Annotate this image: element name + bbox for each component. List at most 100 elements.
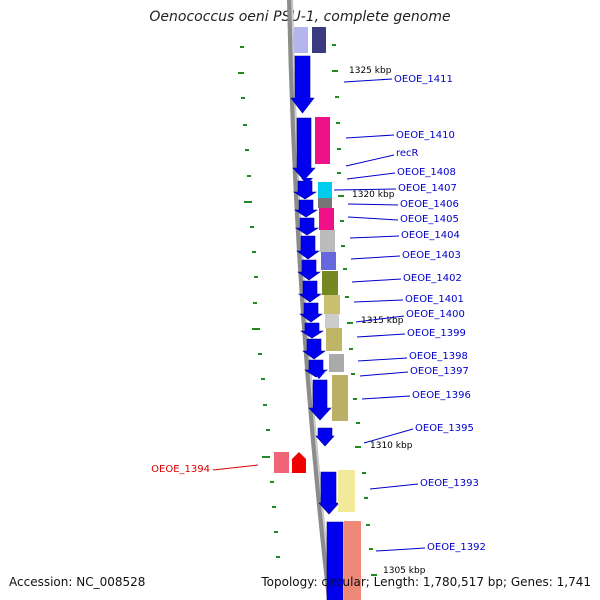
cds-arrow-1403 [297, 259, 321, 281]
scale-tick-right-12 [349, 348, 353, 350]
scale-tick-left-3 [243, 124, 247, 126]
backbone-arc [287, 0, 333, 600]
scale-tick-right-21 [371, 574, 377, 576]
cds-arrow-1399 [302, 338, 326, 360]
gene-label-oeoe_1411[interactable]: OEOE_1411 [394, 74, 453, 85]
leader-line-oeoe_1400 [355, 315, 405, 323]
cds-arrow-small-b [313, 372, 325, 379]
map-title: Oenococcus oeni PSU-1, complete genome [149, 9, 451, 25]
cds-arrow-1404 [296, 235, 320, 260]
kbp-marker-2: 1315 kbp [361, 316, 404, 326]
scale-tick-right-18 [364, 497, 368, 499]
scale-ticks [238, 44, 377, 576]
cds-arrow-1393 [318, 471, 340, 515]
scale-tick-left-12 [258, 353, 262, 355]
kbp-marker-0: 1325 kbp [349, 66, 392, 76]
scale-tick-left-8 [252, 251, 256, 253]
gene-label-oeoe_1410[interactable]: OEOE_1410 [396, 130, 455, 141]
block-cyan [318, 182, 332, 198]
kbp-marker-4: 1305 kbp [383, 566, 426, 576]
gene-label-oeoe_1393[interactable]: OEOE_1393 [420, 478, 479, 489]
cds-arrow-small-a [301, 178, 313, 184]
scale-tick-right-15 [356, 422, 360, 424]
scale-tick-right-13 [351, 373, 355, 375]
cds-arrow-1402 [298, 280, 322, 303]
gene-label-oeoe_1400[interactable]: OEOE_1400 [406, 309, 465, 320]
leader-line-oeoe_1403 [350, 255, 401, 260]
scale-tick-left-7 [250, 226, 254, 228]
scale-tick-left-17 [270, 481, 274, 483]
block-khaki-2 [326, 328, 342, 351]
scale-tick-right-1 [332, 70, 338, 72]
gene-label-oeoe_1406[interactable]: OEOE_1406 [400, 199, 459, 210]
block-lightgray-1 [320, 230, 335, 252]
leader-line-oeoe_1398 [357, 357, 408, 362]
leader-line-oeoe_1396 [361, 395, 411, 400]
gene-label-oeoe_1408[interactable]: OEOE_1408 [397, 167, 456, 178]
block-khaki-3 [332, 375, 348, 421]
block-olive-green [322, 271, 338, 295]
kbp-marker-1: 1320 kbp [352, 190, 395, 200]
cds-arrow-1395 [315, 427, 335, 447]
scale-tick-right-0 [332, 44, 336, 46]
gene-label-oeoe_1407[interactable]: OEOE_1407 [398, 183, 457, 194]
scale-tick-left-11 [252, 328, 260, 330]
block-magenta-1 [315, 117, 330, 164]
scale-tick-right-3 [336, 122, 340, 124]
leader-line-oeoe_1392 [375, 547, 426, 552]
scale-tick-left-13 [261, 378, 265, 380]
scale-tick-left-1 [238, 72, 244, 74]
scale-tick-left-9 [254, 276, 258, 278]
block-gray-2 [329, 354, 344, 372]
gene-label-oeoe_1401[interactable]: OEOE_1401 [405, 294, 464, 305]
scale-tick-right-19 [366, 524, 370, 526]
kbp-marker-3: 1310 kbp [370, 441, 413, 451]
scale-tick-left-18 [272, 506, 276, 508]
scale-tick-right-16 [355, 446, 361, 448]
gene-label-oeoe_1402[interactable]: OEOE_1402 [403, 273, 462, 284]
gene-label-oeoe_1392[interactable]: OEOE_1392 [427, 542, 486, 553]
gene-label-oeoe_1394[interactable]: OEOE_1394 [151, 464, 210, 475]
cog-blocks [315, 117, 361, 600]
leader-line-oeoe_1406 [347, 203, 399, 206]
leader-line-oeoe_1410 [345, 134, 395, 139]
leader-line-oeoe_1399 [356, 333, 406, 338]
gene-label-oeoe_1404[interactable]: OEOE_1404 [401, 230, 460, 241]
block-khaki-1 [324, 295, 340, 314]
gene-label-oeoe_1397[interactable]: OEOE_1397 [410, 366, 469, 377]
cds-arrow-1405 [294, 217, 320, 236]
cds-arrow-1410 [292, 117, 316, 181]
top-strip [294, 27, 308, 53]
gene-label-oeoe_1398[interactable]: OEOE_1398 [409, 351, 468, 362]
cds-arrow-1406 [293, 199, 319, 218]
cds-arrow-1392 [326, 521, 344, 600]
scale-tick-left-0 [240, 46, 244, 48]
genome-summary-text: Topology: circular; Length: 1,780,517 bp… [261, 575, 591, 589]
scale-tick-left-4 [245, 149, 249, 151]
block-magenta-2 [319, 208, 334, 230]
block-slate-blue [321, 252, 336, 270]
cds-arrow-1400 [299, 322, 325, 339]
scale-tick-right-8 [341, 245, 345, 247]
cds-arrow-1401 [299, 302, 323, 323]
scale-tick-right-5 [337, 172, 341, 174]
scale-tick-right-9 [343, 268, 347, 270]
leader-line-recr [345, 154, 395, 167]
leader-line-oeoe_1401 [353, 299, 404, 303]
block-lightgray-2 [325, 314, 339, 328]
gene-label-oeoe_1395[interactable]: OEOE_1395 [415, 423, 474, 434]
scale-tick-right-11 [347, 322, 353, 324]
block-salmon [344, 521, 361, 600]
leader-line-oeoe_1404 [349, 235, 400, 239]
gene-label-oeoe_1399[interactable]: OEOE_1399 [407, 328, 466, 339]
gene-leader-lines [212, 78, 426, 552]
gene-label-oeoe_1405[interactable]: OEOE_1405 [400, 214, 459, 225]
gene-label-recr[interactable]: recR [396, 148, 419, 159]
scale-tick-right-14 [353, 398, 357, 400]
gene-label-oeoe_1403[interactable]: OEOE_1403 [402, 250, 461, 261]
gene-label-oeoe_1396[interactable]: OEOE_1396 [412, 390, 471, 401]
scale-tick-left-14 [263, 404, 267, 406]
leader-line-oeoe_1407 [333, 188, 397, 191]
scale-tick-left-15 [266, 429, 270, 431]
